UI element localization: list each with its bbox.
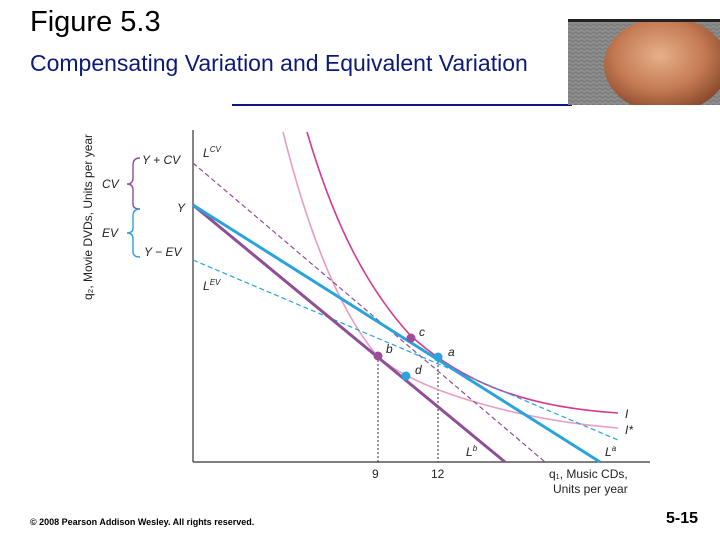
x-tick-12: 12	[431, 467, 445, 481]
budget-line-la	[192, 203, 601, 464]
copyright-notice: © 2008 Pearson Addison Wesley. All right…	[30, 517, 255, 527]
cv-bracket	[126, 157, 141, 210]
y-tick-y-minus-ev: Y − EV	[144, 245, 182, 259]
point-b	[373, 351, 383, 361]
label-lcv: LCV	[203, 145, 221, 160]
ev-label: EV	[102, 226, 119, 240]
x-tick-9: 9	[372, 467, 379, 481]
label-curve-i: I	[625, 407, 629, 421]
label-point-b: b	[386, 342, 393, 356]
y-tick-y-plus-cv: Y + CV	[142, 153, 181, 167]
point-a	[433, 352, 443, 362]
budget-line-lb	[192, 203, 506, 464]
label-lev: LEV	[203, 278, 221, 293]
point-c	[406, 333, 416, 343]
slide-title: Figure 5.3	[30, 6, 161, 38]
y-axis-label: q₂, Movie DVDs, Units per year	[81, 134, 95, 300]
indifference-curve-i	[306, 131, 619, 414]
budget-line-lcv	[192, 162, 546, 463]
label-lb: Lb	[466, 444, 478, 459]
budget-line-lev	[192, 259, 619, 441]
label-curve-i-star: I*	[625, 423, 633, 437]
label-la: La	[605, 444, 617, 459]
title-underline	[232, 104, 572, 106]
decorative-photo	[568, 19, 720, 105]
y-tick-y: Y	[177, 201, 186, 215]
ev-bracket	[126, 208, 141, 258]
cv-label: CV	[102, 177, 120, 191]
x-axis-label-line2: Units per year	[553, 482, 628, 496]
label-point-d: d	[415, 363, 422, 377]
x-axis-label-line1: q₁, Music CDs,	[549, 467, 628, 481]
slide-subtitle: Compensating Variation and Equivalent Va…	[30, 50, 528, 76]
point-d	[401, 371, 411, 381]
label-point-a: a	[448, 345, 455, 359]
indifference-curve-i-star	[282, 131, 619, 429]
slide-number: 5-15	[666, 510, 699, 527]
label-point-c: c	[419, 325, 425, 339]
